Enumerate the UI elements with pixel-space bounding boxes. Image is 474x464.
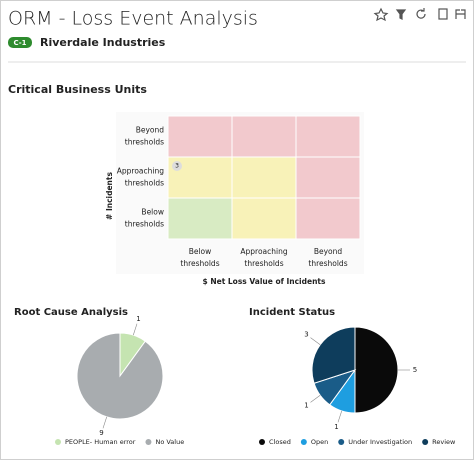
data-label: 1 <box>304 401 308 409</box>
row-label: Below thresholds <box>125 208 164 229</box>
row-label-part: Below <box>141 208 164 217</box>
column-label: Beyond thresholds <box>308 247 347 268</box>
leader-line <box>310 337 321 345</box>
chart-title: Incident Status <box>249 307 335 318</box>
column-label-part: Beyond <box>314 247 343 256</box>
legend-swatch <box>145 439 152 445</box>
star-icon[interactable] <box>373 7 389 22</box>
pie-slice <box>311 326 356 384</box>
heat-cell <box>295 156 361 199</box>
data-label: 1 <box>334 423 338 431</box>
legend-label: No Value <box>155 438 184 446</box>
row-label: Approaching thresholds <box>117 167 164 188</box>
y-axis-label: # Incidents <box>105 172 114 220</box>
column-label-part: Below <box>189 247 212 256</box>
heat-cell <box>231 156 297 199</box>
row-label-part: thresholds <box>125 179 164 188</box>
count-marker <box>172 161 182 171</box>
heat-cell <box>295 197 361 240</box>
legend-swatch <box>259 439 265 445</box>
badge-text: C-1 <box>13 39 26 47</box>
column-label-part: Approaching <box>240 247 287 256</box>
expand-icon[interactable] <box>455 9 466 19</box>
data-label: 5 <box>413 366 417 374</box>
filter-icon[interactable] <box>395 9 407 20</box>
legend-label: Open <box>311 438 328 446</box>
column-label-part: thresholds <box>244 259 283 268</box>
column-label-part: thresholds <box>308 259 347 268</box>
section-title: Critical Business Units <box>8 83 147 96</box>
column-label-part: thresholds <box>180 259 219 268</box>
refresh-icon[interactable] <box>416 8 426 19</box>
heat-cell <box>231 115 297 158</box>
legend-swatch <box>338 439 345 445</box>
leader-line <box>337 410 342 423</box>
heat-cell <box>167 197 233 240</box>
heat-cell <box>231 197 297 240</box>
row-label: Beyond thresholds <box>125 126 164 147</box>
row-label-part: Beyond <box>136 126 165 135</box>
leader-line <box>133 323 138 336</box>
badge <box>8 37 32 48</box>
heat-cell <box>295 115 361 158</box>
pie-slice <box>76 332 164 420</box>
row-label-part: Approaching <box>117 167 164 176</box>
subtitle: Riverdale Industries <box>40 36 166 49</box>
chart-title: Root Cause Analysis <box>14 307 128 318</box>
legend-label: PEOPLE- Human error <box>65 438 136 446</box>
column-label: Below thresholds <box>180 247 219 268</box>
legend-swatch <box>300 439 307 445</box>
heat-cell <box>167 115 233 158</box>
leader-line <box>102 416 107 429</box>
data-label: 1 <box>136 315 140 323</box>
pie-slice <box>354 326 399 414</box>
legend-swatch <box>422 439 429 445</box>
data-label: 3 <box>304 331 308 339</box>
row-label-part: thresholds <box>125 138 164 147</box>
legend-label: Under Investigation <box>348 438 412 446</box>
count-label: 3 <box>175 163 179 170</box>
page-title: ORM - Loss Event Analysis <box>8 8 258 30</box>
legend-swatch <box>55 439 61 445</box>
column-label: Approaching thresholds <box>240 247 287 268</box>
x-axis-label: $ Net Loss Value of Incidents <box>203 277 326 286</box>
leader-line <box>310 395 321 403</box>
row-label-part: thresholds <box>125 220 164 229</box>
legend-label: Closed <box>269 438 291 446</box>
legend-label: Review <box>432 438 456 446</box>
toolbar <box>373 7 466 22</box>
data-label: 9 <box>99 429 103 437</box>
export-icon[interactable] <box>438 8 448 20</box>
